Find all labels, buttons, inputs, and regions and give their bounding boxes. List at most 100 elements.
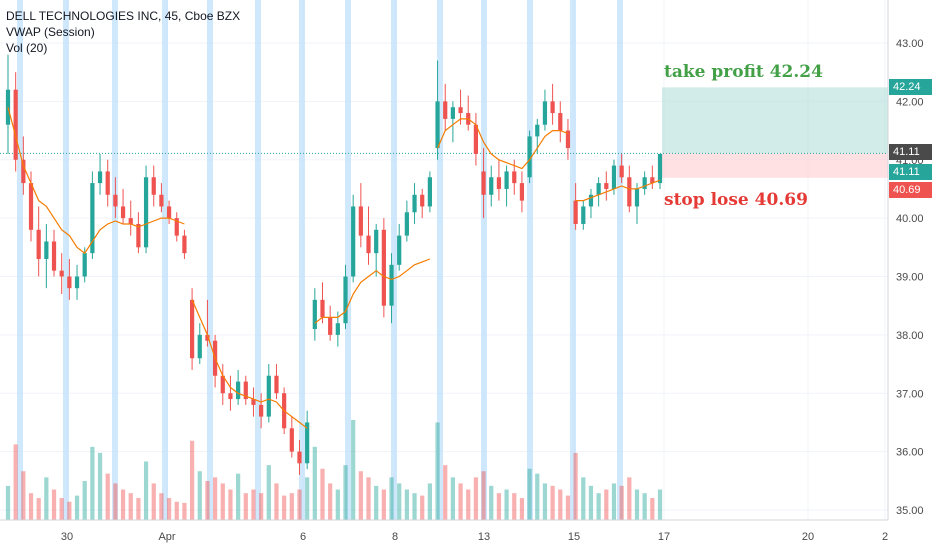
candle [466, 95, 471, 131]
candle-body [458, 107, 463, 114]
candle [558, 101, 563, 143]
candle-body [205, 334, 210, 341]
candle-body [588, 194, 594, 207]
volume-bar [21, 471, 26, 520]
candle [397, 223, 402, 271]
volume-bar [550, 485, 555, 520]
volume-bar [581, 477, 586, 520]
time-tick-label: 20 [802, 531, 814, 543]
price-tick-label: 37.00 [896, 388, 924, 400]
candle [136, 212, 141, 254]
candle [435, 60, 440, 160]
price-tick-label: 39.00 [896, 272, 924, 284]
candle-body [404, 212, 409, 236]
candle [404, 200, 409, 242]
stop-loss-price-label: 40.69 [889, 182, 932, 198]
volume-bar [90, 446, 95, 520]
session-band [63, 0, 69, 520]
candle [51, 229, 57, 277]
volume-bar [266, 465, 271, 520]
candle-body [397, 235, 402, 265]
candle [105, 159, 110, 207]
candle [305, 410, 310, 470]
candle [328, 305, 333, 341]
price-tick-label: 40.00 [896, 213, 924, 225]
candle [113, 177, 118, 219]
candle [374, 223, 379, 277]
legend-vwap[interactable]: VWAP (Session) [6, 25, 95, 39]
candle [120, 188, 126, 224]
candle-body [351, 206, 356, 277]
candle-body [650, 177, 655, 184]
candle [519, 171, 525, 213]
candle-body [243, 381, 248, 400]
candle-body [151, 177, 156, 195]
candle-body [328, 317, 333, 335]
volume-bar [143, 461, 149, 520]
candle-body [305, 422, 310, 464]
volume-bar [458, 483, 463, 520]
volume-bar [565, 495, 571, 520]
session-band [299, 0, 305, 520]
candle-body [657, 153, 663, 184]
candle-body [489, 177, 494, 195]
candle [650, 165, 655, 189]
volume-bar [473, 477, 479, 520]
volume-bar [189, 440, 195, 520]
volume-bar [320, 468, 325, 520]
candle [143, 165, 149, 254]
candle [443, 83, 448, 131]
volume-bar [351, 420, 356, 520]
candle-body [28, 183, 34, 230]
candle-body [166, 206, 172, 219]
time-tick-label: 17 [658, 531, 670, 543]
candle [97, 153, 103, 195]
candle [320, 282, 325, 324]
session-band [17, 0, 23, 520]
volume-bar [335, 489, 340, 520]
volume-bar [619, 485, 624, 520]
candle-body [550, 101, 555, 114]
session-band [527, 0, 533, 520]
legend-symbol[interactable]: DELL TECHNOLOGIES INC, 45, Cboe BZX [6, 9, 241, 23]
volume-bar [259, 493, 264, 520]
candle-body [427, 177, 432, 207]
volume-bar [535, 473, 540, 520]
volume-bar [611, 483, 617, 520]
candle [412, 183, 417, 224]
candle-body [366, 235, 371, 254]
candle-body [189, 299, 195, 359]
volume-bar [358, 471, 363, 520]
candle [259, 393, 264, 429]
volume-bar [289, 493, 294, 520]
candle [481, 148, 486, 219]
candle-body [197, 334, 202, 359]
candle [236, 369, 241, 405]
volume-bar [13, 444, 18, 520]
volume-bar [5, 485, 11, 520]
candle-body [450, 107, 456, 119]
candle-body [519, 183, 525, 201]
candle-body [581, 206, 586, 224]
candle-body [504, 171, 509, 189]
candle-body [443, 101, 448, 119]
volume-bar [389, 477, 394, 520]
candle-body [596, 183, 601, 195]
candle-body [512, 171, 517, 184]
volume-bar [51, 489, 57, 520]
price-tick-label: 42.00 [896, 96, 924, 108]
volume-bar [236, 473, 241, 520]
candle-body [159, 194, 164, 207]
candle-body [74, 276, 80, 289]
vwap-line [7, 107, 661, 429]
legend-volume[interactable]: Vol (20) [6, 41, 48, 55]
candle-body [128, 218, 133, 224]
candle-body [481, 171, 486, 195]
candle [366, 206, 371, 265]
volume-bar [642, 493, 647, 520]
candle [128, 200, 133, 236]
volume-bar [243, 493, 248, 520]
profit-zone [662, 87, 888, 154]
